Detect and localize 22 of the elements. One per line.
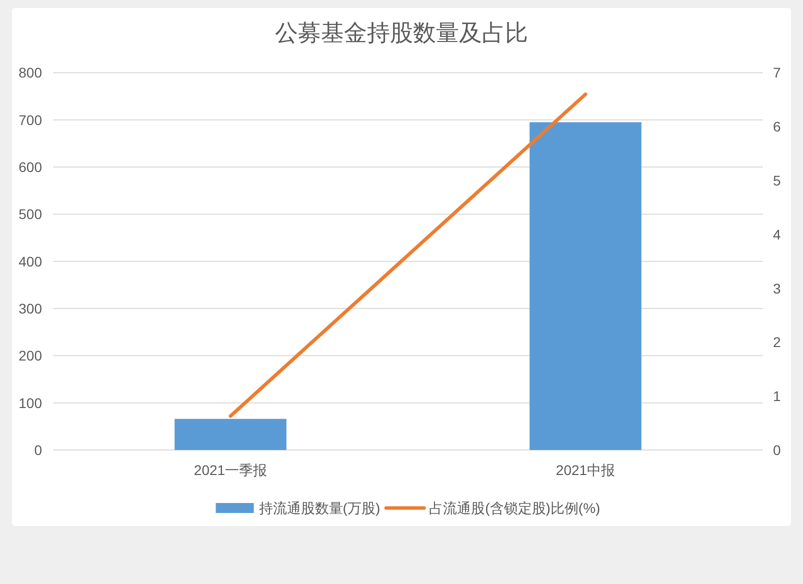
y-tick-label: 300 <box>18 300 42 317</box>
y-tick-label: 600 <box>18 159 42 176</box>
y2-tick-label: 3 <box>773 280 781 296</box>
y-tick-label: 400 <box>18 253 42 270</box>
y2-tick-label: 1 <box>773 388 781 404</box>
y2-tick-label: 6 <box>773 118 781 135</box>
y2-tick-label: 5 <box>773 172 781 188</box>
y2-tick-label: 7 <box>773 64 781 81</box>
y2-tick-label: 2 <box>773 334 781 350</box>
legend-label: 占流通股(含锁定股)比例(%) <box>429 500 600 516</box>
legend-label: 持流通股数量(万股) <box>258 500 380 516</box>
y-tick-label: 500 <box>18 206 42 222</box>
y-tick-label: 100 <box>18 394 42 411</box>
y2-tick-label: 0 <box>773 442 781 458</box>
x-tick-label: 2021中报 <box>556 462 616 478</box>
y-tick-label: 200 <box>18 348 42 364</box>
y2-tick-label: 4 <box>773 226 781 242</box>
chart-title: 公募基金持股数量及占比 <box>275 20 528 46</box>
y-tick-label: 800 <box>18 64 42 81</box>
y-tick-label: 0 <box>34 442 42 458</box>
x-tick-label: 2021一季报 <box>194 462 268 478</box>
y-tick-label: 700 <box>18 112 42 128</box>
